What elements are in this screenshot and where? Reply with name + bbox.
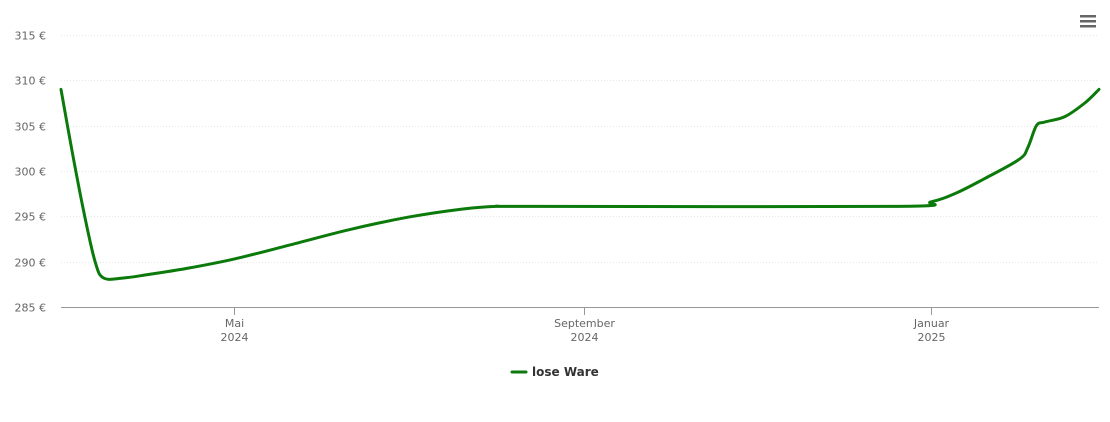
- y-tick-label: 315 €: [15, 30, 47, 43]
- x-tick-label-year: 2025: [918, 331, 946, 344]
- y-tick-label: 295 €: [15, 211, 47, 224]
- y-tick-label: 305 €: [15, 121, 47, 134]
- y-axis: 285 € 290 € 295 € 300 € 305 € 310 € 315 €: [15, 30, 47, 315]
- x-tick-label-month: Januar: [913, 317, 950, 330]
- series-layer: [59, 87, 1101, 281]
- x-tick-label-month: Mai: [225, 317, 244, 330]
- hamburger-menu-icon[interactable]: [1080, 15, 1096, 28]
- y-tick-label: 310 €: [15, 75, 47, 88]
- legend-item-label[interactable]: lose Ware: [532, 365, 599, 379]
- x-tick-label-month: September: [554, 317, 615, 330]
- x-tick-label-year: 2024: [221, 331, 249, 344]
- y-tick-label: 290 €: [15, 257, 47, 270]
- grid-lines: [61, 35, 1099, 263]
- legend[interactable]: lose Ware: [510, 365, 599, 379]
- y-tick-label: 300 €: [15, 166, 47, 179]
- y-tick-label: 285 €: [15, 302, 47, 315]
- x-tick-label-year: 2024: [571, 331, 599, 344]
- series-line-lose-ware: [59, 87, 1101, 281]
